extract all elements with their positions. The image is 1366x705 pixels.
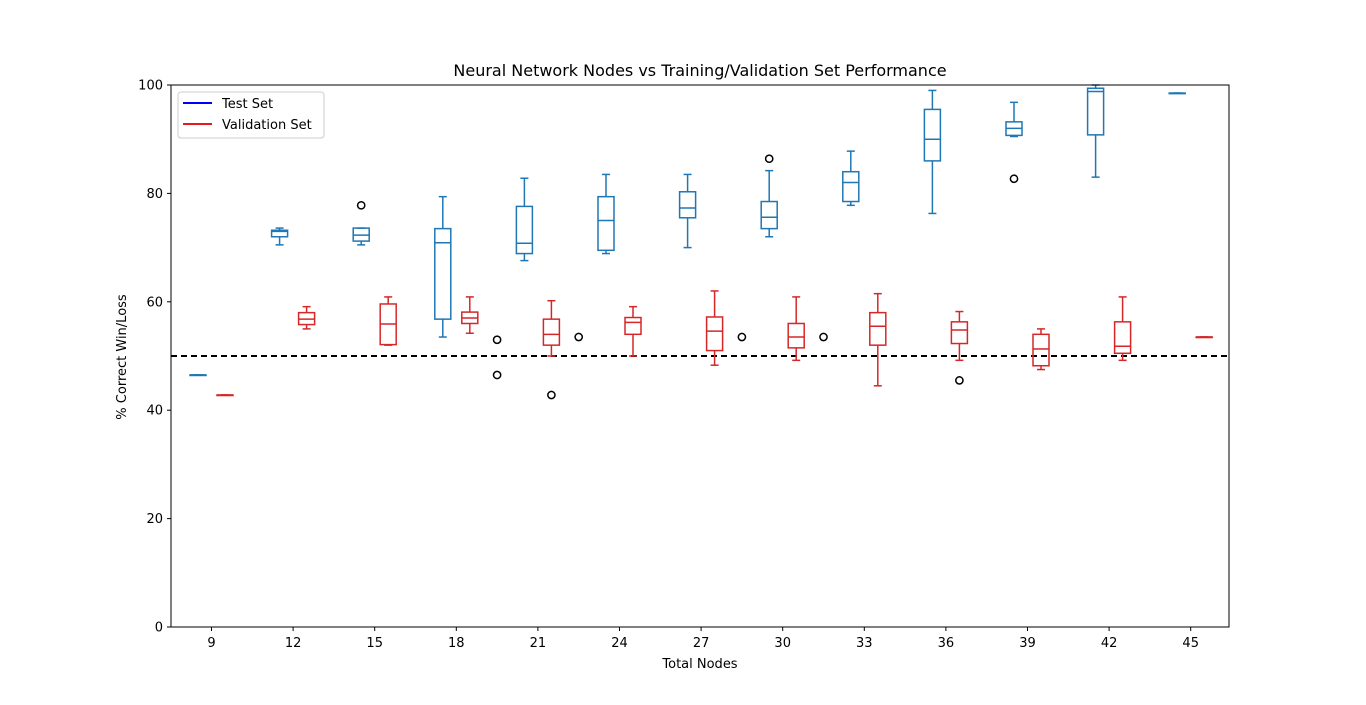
iqr-box — [760, 200, 778, 230]
legend-frame — [177, 91, 325, 139]
legend: Test Set Validation Set — [177, 91, 325, 139]
iqr-box — [705, 316, 724, 352]
iqr-box — [1032, 333, 1050, 367]
validation-box-33 — [869, 292, 887, 387]
y-tick-label: 80 — [146, 187, 163, 202]
outlier-point — [574, 332, 584, 342]
iqr-box — [1086, 87, 1105, 136]
iqr-box — [597, 195, 615, 252]
iqr-box — [787, 322, 805, 349]
validation-box-18 — [461, 296, 479, 334]
plot-area — [171, 84, 1229, 400]
validation-box-42 — [1113, 296, 1132, 362]
test-box-27 — [678, 173, 697, 249]
test-box-18 — [434, 195, 452, 338]
x-tick-label: 45 — [1182, 636, 1199, 651]
axes-frame — [170, 84, 1230, 628]
validation-box-9 — [216, 394, 234, 397]
test-box-21 — [515, 177, 534, 262]
test-box-9 — [189, 374, 207, 377]
chart-title: Neural Network Nodes vs Training/Validat… — [453, 61, 946, 80]
iqr-box — [624, 316, 642, 336]
x-tick-label: 18 — [448, 636, 465, 651]
validation-box-27 — [705, 290, 724, 366]
y-tick-label: 60 — [146, 295, 163, 310]
validation-box-30 — [787, 296, 805, 362]
iqr-box — [270, 229, 289, 238]
test-box-24 — [597, 173, 615, 255]
validation-box-12 — [297, 305, 316, 330]
test-box-36 — [923, 89, 942, 215]
x-tick-label: 30 — [774, 636, 791, 651]
test-box-42 — [1086, 84, 1105, 178]
iqr-box — [1113, 321, 1132, 355]
x-axis: 9 12 15 18 21 24 27 30 33 36 39 42 45 — [207, 627, 1199, 651]
outlier-point — [764, 154, 774, 164]
outlier-point — [492, 370, 502, 380]
validation-box-39 — [1032, 328, 1050, 371]
iqr-box — [950, 321, 969, 345]
x-tick-label: 33 — [856, 636, 873, 651]
y-tick-label: 40 — [146, 404, 163, 419]
legend-validation-set-label: Validation Set — [222, 118, 312, 133]
validation-box-15 — [379, 296, 397, 346]
test-box-12 — [270, 227, 289, 246]
test-box-39 — [1005, 101, 1023, 184]
iqr-box — [434, 227, 452, 320]
iqr-box — [842, 170, 860, 203]
x-tick-label: 21 — [530, 636, 547, 651]
iqr-box — [923, 108, 942, 162]
outlier-point — [1009, 174, 1019, 184]
validation-box-45 — [1195, 336, 1213, 339]
outlier-point — [737, 332, 747, 342]
test-box-45 — [1168, 92, 1186, 95]
legend-test-set-label: Test Set — [221, 97, 273, 112]
y-tick-label: 100 — [138, 79, 163, 94]
test-box-15 — [352, 200, 370, 246]
x-tick-label: 24 — [611, 636, 628, 651]
x-tick-label: 42 — [1101, 636, 1118, 651]
outlier-point — [819, 332, 828, 342]
iqr-box — [678, 191, 697, 219]
y-tick-label: 20 — [146, 512, 163, 527]
x-tick-label: 12 — [285, 636, 302, 651]
x-tick-label: 36 — [938, 636, 955, 651]
x-tick-label: 39 — [1019, 636, 1036, 651]
outlier-point — [492, 335, 502, 345]
y-tick-label: 0 — [155, 621, 163, 636]
x-axis-label: Total Nodes — [661, 657, 737, 672]
test-box-33 — [842, 150, 860, 207]
outlier-point — [547, 390, 556, 400]
outlier-point — [955, 376, 964, 385]
iqr-box — [515, 205, 534, 255]
y-axis-label: % Correct Win/Loss — [115, 294, 130, 420]
iqr-box — [542, 318, 561, 346]
outlier-point — [356, 200, 366, 210]
validation-box-24 — [624, 305, 642, 357]
test-box-30 — [760, 154, 778, 238]
x-tick-label: 9 — [207, 636, 215, 651]
y-axis: 0 20 40 60 80 100 — [138, 79, 171, 636]
iqr-box — [869, 311, 887, 346]
validation-box-36 — [950, 310, 969, 385]
x-tick-label: 27 — [693, 636, 710, 651]
validation-box-21 — [542, 299, 561, 400]
x-tick-label: 15 — [366, 636, 383, 651]
